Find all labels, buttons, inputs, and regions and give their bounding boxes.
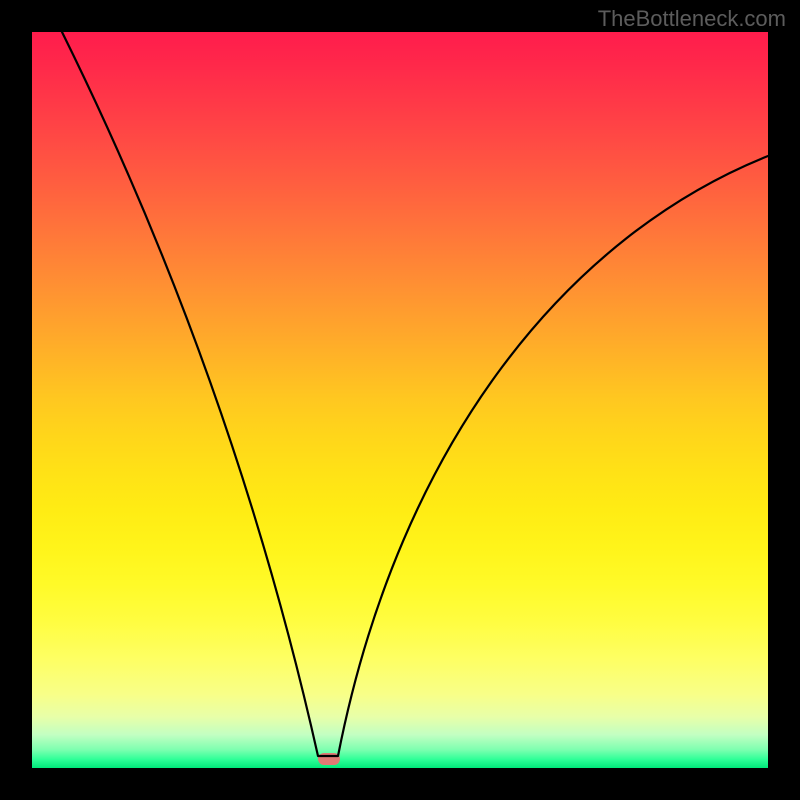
plot-area [32,32,768,768]
minimum-marker [318,753,340,765]
chart-container: TheBottleneck.com [0,0,800,800]
watermark-text: TheBottleneck.com [598,6,786,32]
bottleneck-chart [0,0,800,800]
